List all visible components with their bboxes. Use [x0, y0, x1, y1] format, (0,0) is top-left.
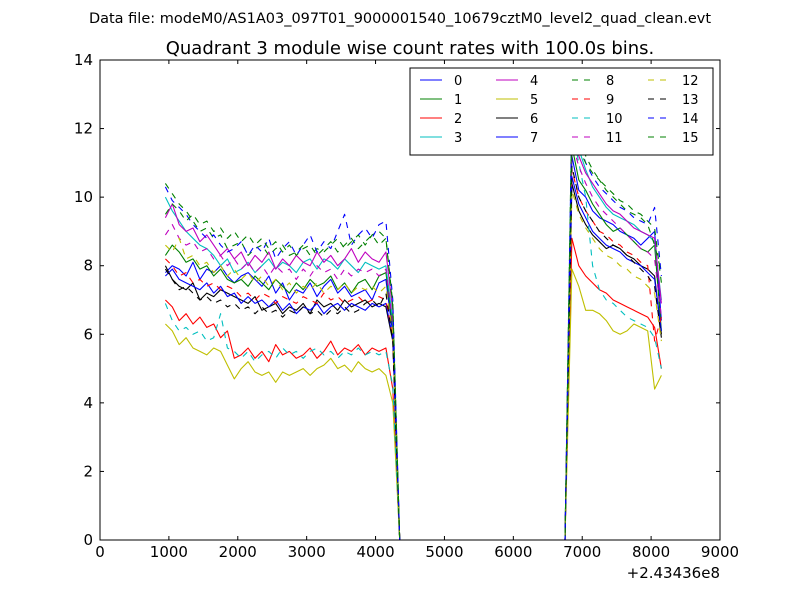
y-tick-label: 14	[74, 51, 93, 69]
series-line-4	[164, 128, 662, 540]
series-line-11	[164, 141, 662, 540]
x-tick-label: 8000	[632, 543, 670, 561]
series-group	[164, 104, 662, 540]
x-tick-label: 6000	[494, 543, 532, 561]
series-line-7	[165, 176, 662, 540]
series-line-15	[164, 124, 662, 540]
suptitle: Data file: modeM0/AS1A03_097T01_90000015…	[89, 11, 711, 27]
y-tick-label: 8	[83, 257, 93, 275]
legend-label-15: 15	[682, 131, 699, 146]
axis-ticks: 0 1000 2000 3000 4000 5000 6000 7000 8000 9000 0 2 4…	[74, 51, 739, 561]
legend-label-8: 8	[606, 74, 614, 89]
legend-label-6: 6	[530, 112, 538, 127]
plot-area: 0 1000 2000 3000 4000 5000 6000 7000 8000 9000 0 2 4…	[74, 51, 739, 561]
legend-label-9: 9	[606, 93, 614, 108]
series-line-12	[165, 189, 662, 540]
axes-frame	[99, 59, 721, 541]
x-tick-label: 9000	[701, 543, 739, 561]
legend-label-4: 4	[530, 74, 538, 89]
y-tick-label: 12	[74, 120, 93, 138]
legend-label-7: 7	[530, 131, 538, 146]
series-line-2	[165, 237, 662, 540]
legend-label-14: 14	[682, 112, 699, 127]
series-line-6	[164, 182, 662, 540]
y-tick-label: 6	[83, 325, 93, 343]
x-tick-label: 1000	[150, 543, 188, 561]
y-tick-label: 0	[83, 531, 93, 549]
series-line-13	[164, 165, 662, 540]
legend-label-11: 11	[606, 131, 623, 146]
series-line-10	[164, 128, 662, 540]
legend-label-2: 2	[454, 112, 462, 127]
legend-label-3: 3	[454, 131, 462, 146]
y-tick-label: 10	[74, 188, 93, 206]
legend-label-10: 10	[606, 112, 623, 127]
legend-label-1: 1	[454, 93, 462, 108]
y-tick-label: 2	[83, 462, 93, 480]
legend-frame	[409, 67, 714, 156]
y-tick-label: 4	[83, 394, 93, 412]
legend-label-13: 13	[682, 93, 699, 108]
x-axis-offset-label: +2.43436e8	[627, 564, 720, 582]
legend-label-12: 12	[682, 74, 699, 89]
chart-title: Quadrant 3 module wise count rates with …	[166, 38, 655, 59]
series-line-3	[164, 117, 662, 540]
x-tick-label: 7000	[563, 543, 601, 561]
x-tick-label: 0	[95, 543, 105, 561]
series-line-8	[164, 104, 662, 540]
x-tick-label: 2000	[219, 543, 257, 561]
x-tick-label: 4000	[356, 543, 394, 561]
x-tick-label: 5000	[425, 543, 463, 561]
series-line-14	[164, 110, 662, 540]
legend-label-5: 5	[530, 93, 538, 108]
legend-label-0: 0	[454, 74, 462, 89]
series-line-5	[165, 268, 662, 540]
x-tick-label: 3000	[288, 543, 326, 561]
